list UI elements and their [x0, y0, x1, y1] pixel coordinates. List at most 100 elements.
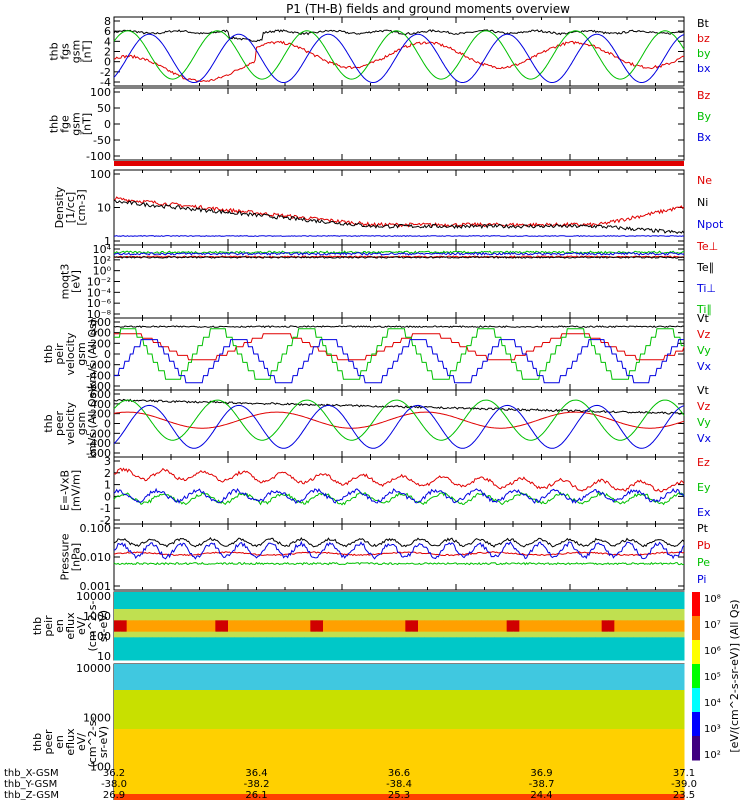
ele_spec-cell	[399, 729, 406, 736]
ion_spec-cell	[310, 631, 318, 638]
ele_spec-cell	[601, 677, 609, 684]
ele_spec-cell	[164, 690, 172, 697]
ion_spec-cell	[658, 637, 666, 644]
ele_spec-cell	[373, 716, 381, 723]
ion_spec-cell	[386, 603, 394, 610]
ion_spec-cell	[557, 643, 565, 650]
ele_spec-cell	[342, 690, 349, 697]
ele_spec-cell	[633, 664, 641, 671]
ele_spec-cell	[145, 774, 153, 782]
ion_spec-cell	[494, 603, 501, 610]
ion_spec-cell	[139, 626, 147, 633]
ion_spec-cell	[627, 626, 634, 633]
ele_spec-cell	[367, 735, 375, 743]
ion_spec-cell	[658, 631, 666, 638]
ele_spec-cell	[506, 690, 514, 697]
ele_spec-cell	[323, 794, 330, 800]
ion_spec-cell	[665, 631, 672, 638]
ele_spec-cell	[443, 690, 451, 697]
ele_spec-cell	[671, 690, 679, 697]
ion_spec-cell	[278, 592, 286, 599]
ele_spec-cell	[582, 677, 590, 684]
ion_spec-cell	[519, 592, 527, 599]
ion_spec-cell	[291, 637, 299, 644]
ele_spec-cell	[171, 774, 178, 782]
ion_spec-cell	[475, 631, 482, 638]
ion_spec-cell	[468, 648, 476, 655]
ele_spec-cell	[538, 794, 546, 800]
ele_spec-cell	[253, 690, 261, 697]
ion_spec-cell	[361, 609, 368, 616]
ele_spec-cell	[532, 722, 539, 730]
ele_spec-cell	[171, 703, 178, 710]
ion_spec-cell	[582, 609, 590, 616]
ele_spec-cell	[278, 742, 286, 749]
ion_spec-cell	[234, 592, 242, 599]
ele_spec-cell	[430, 761, 438, 769]
ion_spec-cell	[671, 592, 679, 599]
ion_spec-cell	[589, 592, 596, 599]
ele_spec-cell	[614, 794, 622, 800]
ion_spec-cell	[418, 637, 425, 644]
ele_spec-cell	[633, 781, 641, 788]
ion_spec-cell	[126, 620, 134, 627]
ion_spec-cell	[601, 620, 609, 627]
ion_spec-cell	[532, 637, 539, 644]
ele_spec-cell	[234, 722, 242, 730]
ion_spec-cell	[658, 597, 666, 604]
ion_spec-cell	[646, 626, 653, 633]
ele_spec-cell	[361, 703, 368, 710]
ion_spec-cell	[468, 643, 476, 650]
ele_spec-cell	[570, 774, 577, 782]
ele_spec-cell	[291, 794, 299, 800]
ele_spec-cell	[620, 696, 628, 704]
ele_spec-cell	[316, 690, 324, 697]
ele_spec-cell	[177, 755, 185, 762]
ele_spec-cell	[342, 787, 349, 795]
ele_spec-cell	[234, 729, 242, 736]
ion_spec-cell	[513, 631, 520, 638]
ion_spec-cell	[424, 592, 432, 599]
ion_spec-cell	[487, 631, 495, 638]
ion_spec-cell	[399, 654, 406, 661]
ele_spec-cell	[316, 768, 324, 775]
ion_spec-cell	[361, 648, 368, 655]
ele_spec-cell	[367, 774, 375, 782]
xaxis-tick-z: 26.9	[103, 790, 125, 800]
ion_spec-cell	[335, 614, 343, 621]
ele_spec-cell	[563, 670, 571, 678]
ele_spec-cell	[354, 794, 362, 800]
vel2-ylabel: km/s (All Qs)	[86, 388, 99, 458]
ion_spec-cell	[221, 614, 229, 621]
ion_spec-cell	[323, 609, 330, 616]
ion_spec-cell	[424, 643, 432, 650]
ele_spec-cell	[411, 755, 419, 762]
ele_spec-cell	[570, 722, 577, 730]
ele_spec-cell	[278, 664, 286, 671]
ele_spec-cell	[323, 670, 330, 678]
ele_spec-cell	[544, 729, 552, 736]
ion_spec-cell	[468, 626, 476, 633]
ion_spec-cell	[601, 592, 609, 599]
ele_spec-cell	[310, 696, 318, 704]
ele_spec-ylabel: (cm^2-s-	[86, 717, 99, 768]
ele_spec-cell	[481, 755, 489, 762]
ele_spec-cell	[335, 722, 343, 730]
ion_spec-cell	[538, 597, 546, 604]
ele_spec-cell	[316, 664, 324, 671]
ion_spec-cell	[576, 603, 584, 610]
ele_spec-cell	[145, 716, 153, 723]
ion_spec-cell	[494, 631, 501, 638]
legend-Ti⊥: Ti⊥	[696, 282, 716, 295]
ele_spec-cell	[468, 755, 476, 762]
ele_spec-cell	[652, 768, 660, 775]
ele_spec-cell	[190, 794, 197, 800]
ele_spec-cell	[215, 670, 223, 678]
ele_spec-cell	[158, 774, 166, 782]
ele_spec-cell	[411, 729, 419, 736]
ion_spec-cell	[418, 626, 425, 633]
ion_spec-cell	[551, 592, 558, 599]
ele_spec-cell	[234, 716, 242, 723]
ion_spec-cell	[639, 643, 647, 650]
ele_spec-cell	[240, 709, 248, 717]
